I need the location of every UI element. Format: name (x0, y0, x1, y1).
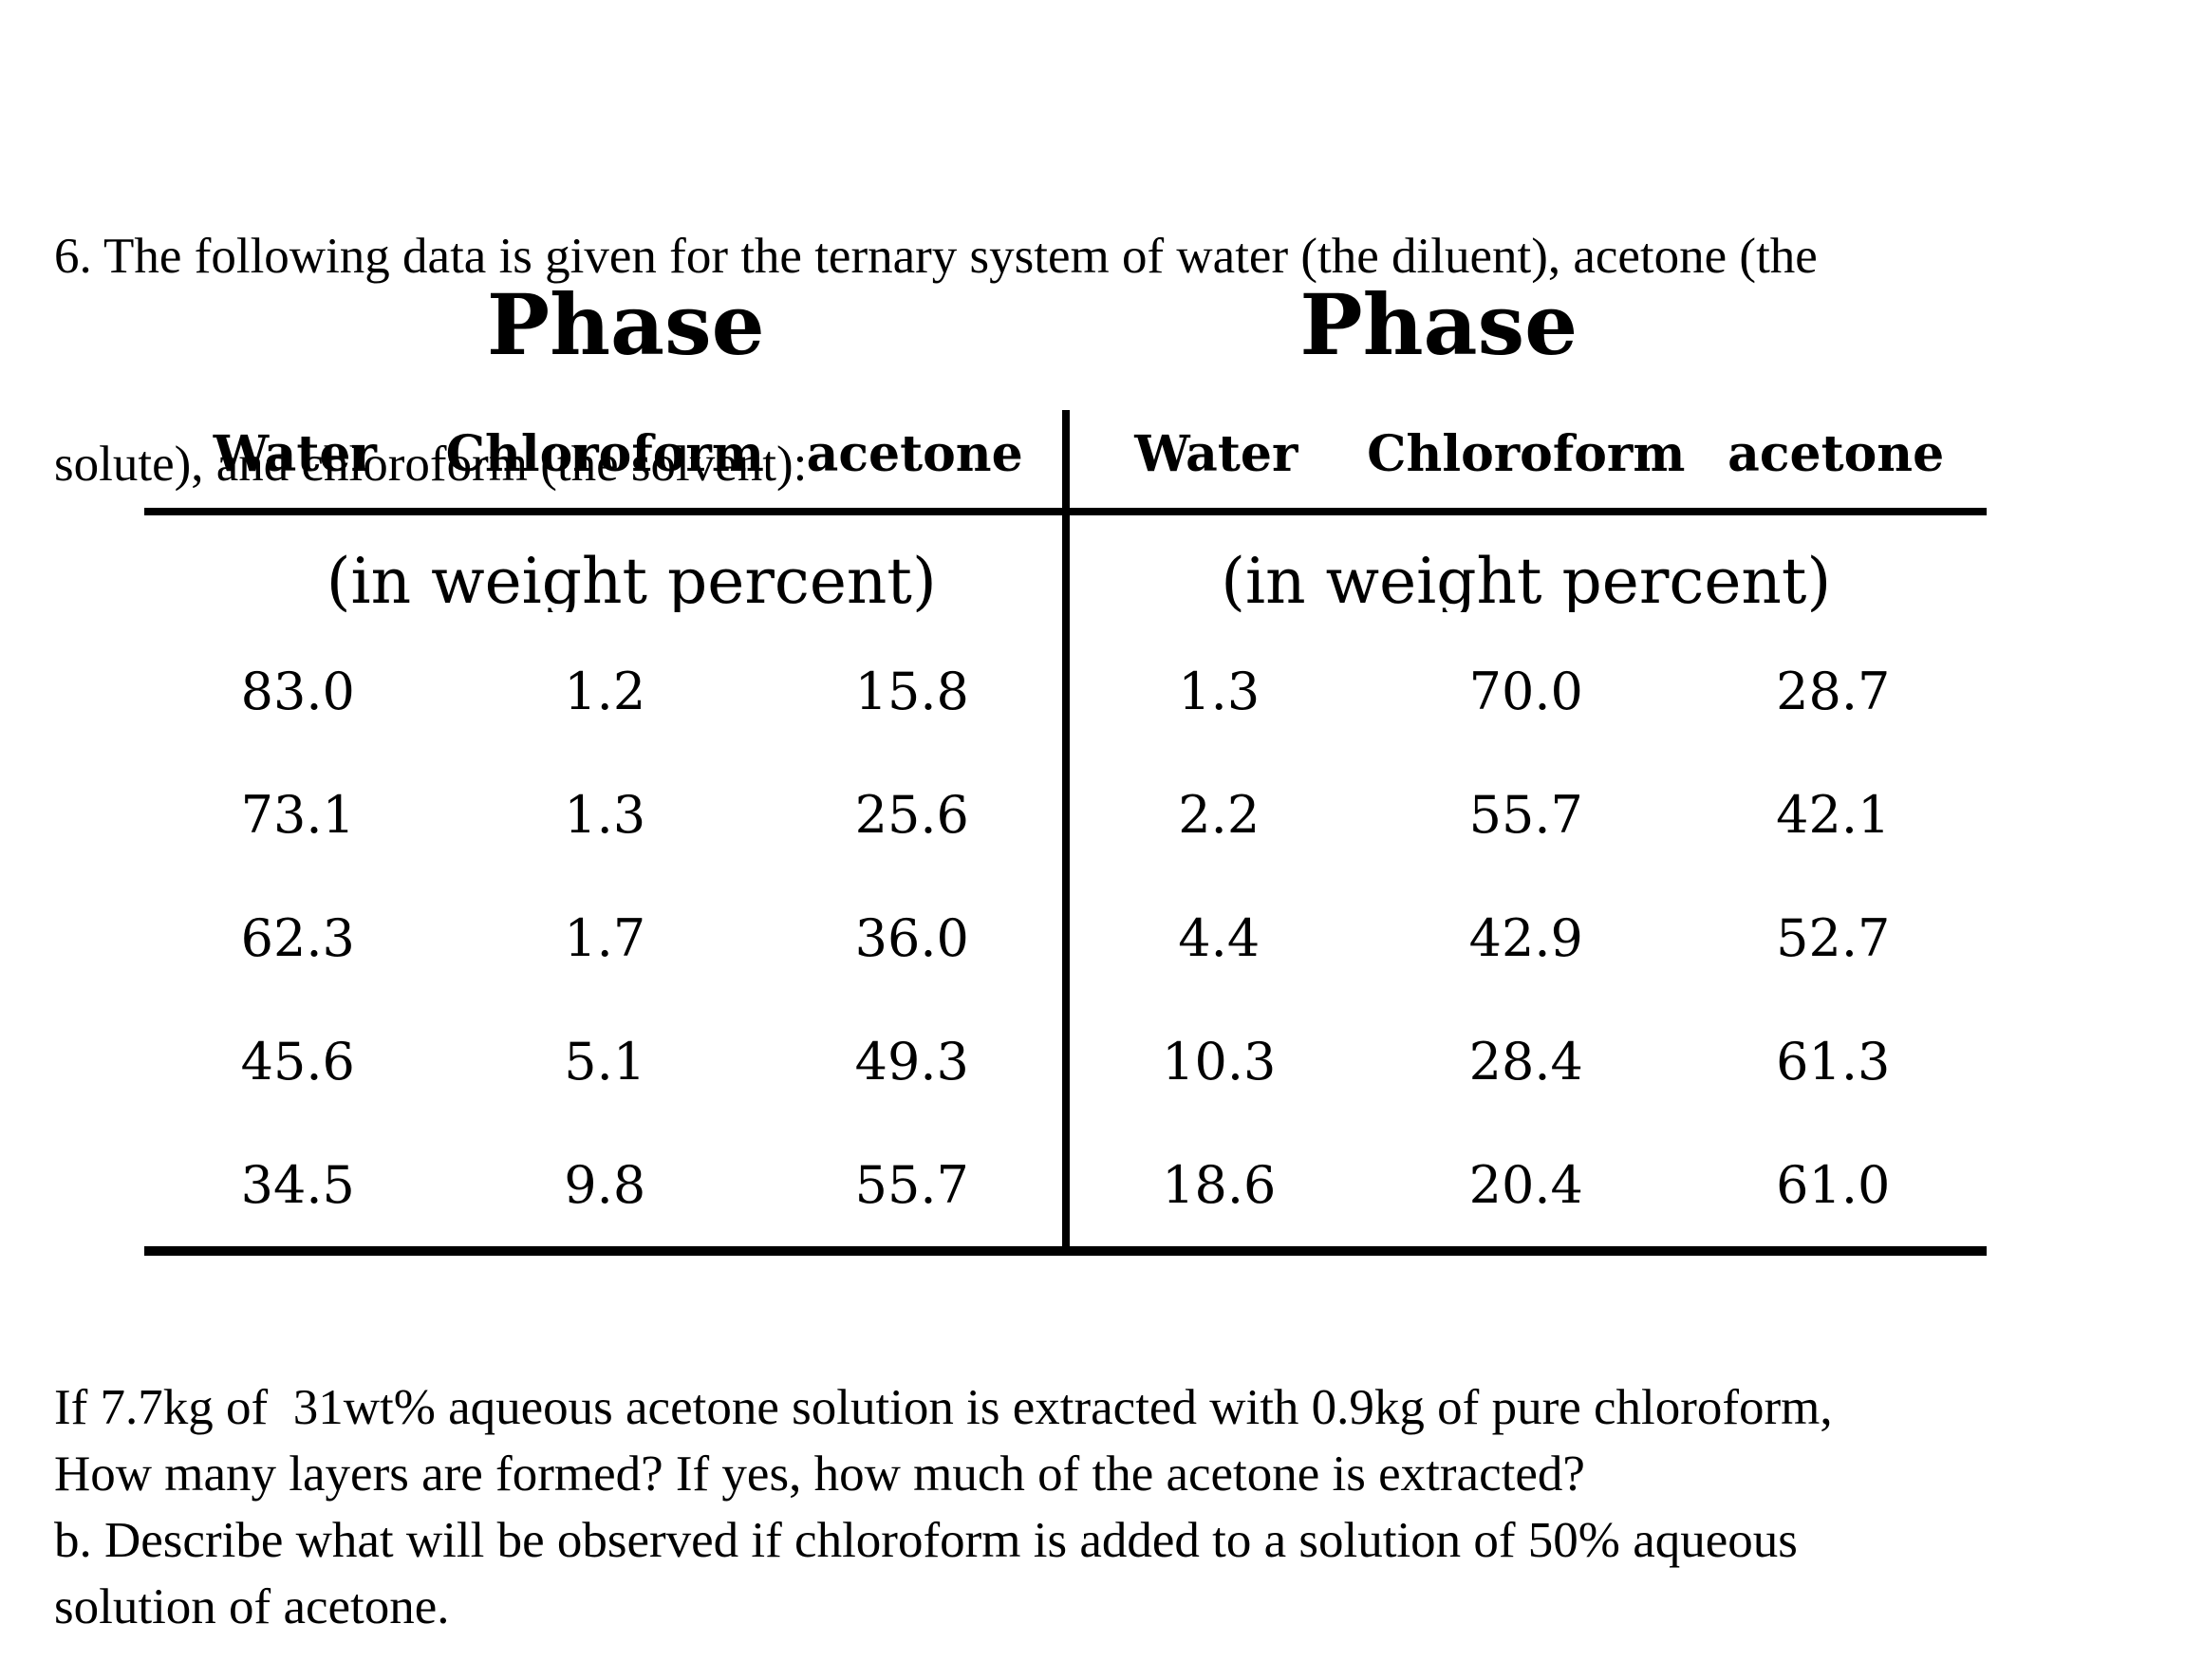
phase-equilibrium-table: Phase Phase Water Chloroform acetone Wat… (144, 275, 1987, 1256)
table-cell: 49.3 (854, 1032, 969, 1092)
column-header-water-right: Water (1134, 425, 1298, 483)
table-vertical-divider (1061, 410, 1070, 1256)
table-row: 83.0 1.2 15.8 1.3 70.0 28.7 (144, 662, 1987, 721)
table-cell: 34.5 (240, 1155, 355, 1215)
left-header-group: Water Chloroform acetone (144, 425, 1066, 484)
table-row: 62.3 1.7 36.0 4.4 42.9 52.7 (144, 908, 1987, 968)
intro-line-1: 6. The following data is given for the t… (54, 229, 1818, 284)
table-row: 34.5 9.8 55.7 18.6 20.4 61.0 (144, 1155, 1987, 1215)
problem-intro: 6. The following data is given for the t… (54, 84, 1818, 569)
units-note-left: (in weight percent) (326, 553, 937, 612)
table-cell: 1.2 (564, 662, 646, 721)
table-cell: 70.0 (1468, 662, 1583, 721)
phase-title-right-wrap: Phase (1066, 275, 1988, 375)
column-header-chloroform-left: Chloroform (445, 425, 764, 483)
phase-title-left: Phase (486, 275, 765, 374)
intro-line-2: solute), and chloroform (the solvent): (54, 437, 808, 492)
table-cell: 25.6 (854, 785, 969, 845)
table-cell: 4.4 (1178, 908, 1261, 968)
units-row: (in weight percent) (in weight percent) (144, 553, 1987, 612)
table-cell: 55.7 (854, 1155, 969, 1215)
column-header-row: Water Chloroform acetone Water Chlorofor… (144, 410, 1987, 484)
table-cell: 1.7 (564, 908, 646, 968)
table-grid: Water Chloroform acetone Water Chlorofor… (144, 410, 1987, 1256)
table-cell: 52.7 (1776, 908, 1891, 968)
column-header-chloroform-right: Chloroform (1367, 425, 1686, 483)
table-cell: 83.0 (240, 662, 355, 721)
table-cell: 9.8 (564, 1155, 646, 1215)
questions-block: If 7.7kg of 31wt% aqueous acetone soluti… (54, 1374, 1833, 1640)
table-cell: 5.1 (564, 1032, 646, 1092)
table-cell: 1.3 (1178, 662, 1261, 721)
table-cell: 45.6 (240, 1032, 355, 1092)
table-cell: 10.3 (1162, 1032, 1277, 1092)
table-cell: 2.2 (1178, 785, 1261, 845)
table-cell: 61.0 (1776, 1155, 1891, 1215)
table-cell: 73.1 (240, 785, 355, 845)
table-cell: 28.4 (1468, 1032, 1583, 1092)
table-row: 45.6 5.1 49.3 10.3 28.4 61.3 (144, 1032, 1987, 1092)
question-line-2: How many layers are formed? If yes, how … (54, 1447, 1585, 1502)
question-line-1: If 7.7kg of 31wt% aqueous acetone soluti… (54, 1380, 1833, 1435)
table-row: 73.1 1.3 25.6 2.2 55.7 42.1 (144, 785, 1987, 845)
units-note-right: (in weight percent) (1221, 553, 1832, 612)
question-line-4: solution of acetone. (54, 1579, 450, 1634)
question-line-3: b. Describe what will be observed if chl… (54, 1513, 1798, 1568)
column-header-water-left: Water (213, 425, 377, 483)
table-cell: 42.1 (1776, 785, 1891, 845)
phase-title-row: Phase Phase (144, 275, 1987, 375)
table-cell: 42.9 (1468, 908, 1583, 968)
phase-title-right: Phase (1299, 275, 1578, 374)
table-cell: 55.7 (1468, 785, 1583, 845)
table-cell: 62.3 (240, 908, 355, 968)
right-header-group: Water Chloroform acetone (1066, 425, 1988, 484)
table-cell: 61.3 (1776, 1032, 1891, 1092)
table-cell: 18.6 (1162, 1155, 1277, 1215)
phase-title-left-wrap: Phase (144, 275, 1066, 375)
table-cell: 1.3 (564, 785, 646, 845)
column-header-acetone-left: acetone (806, 425, 1023, 483)
table-cell: 28.7 (1776, 662, 1891, 721)
table-cell: 20.4 (1468, 1155, 1583, 1215)
column-header-acetone-right: acetone (1727, 425, 1945, 483)
table-cell: 36.0 (854, 908, 969, 968)
table-cell: 15.8 (854, 662, 969, 721)
